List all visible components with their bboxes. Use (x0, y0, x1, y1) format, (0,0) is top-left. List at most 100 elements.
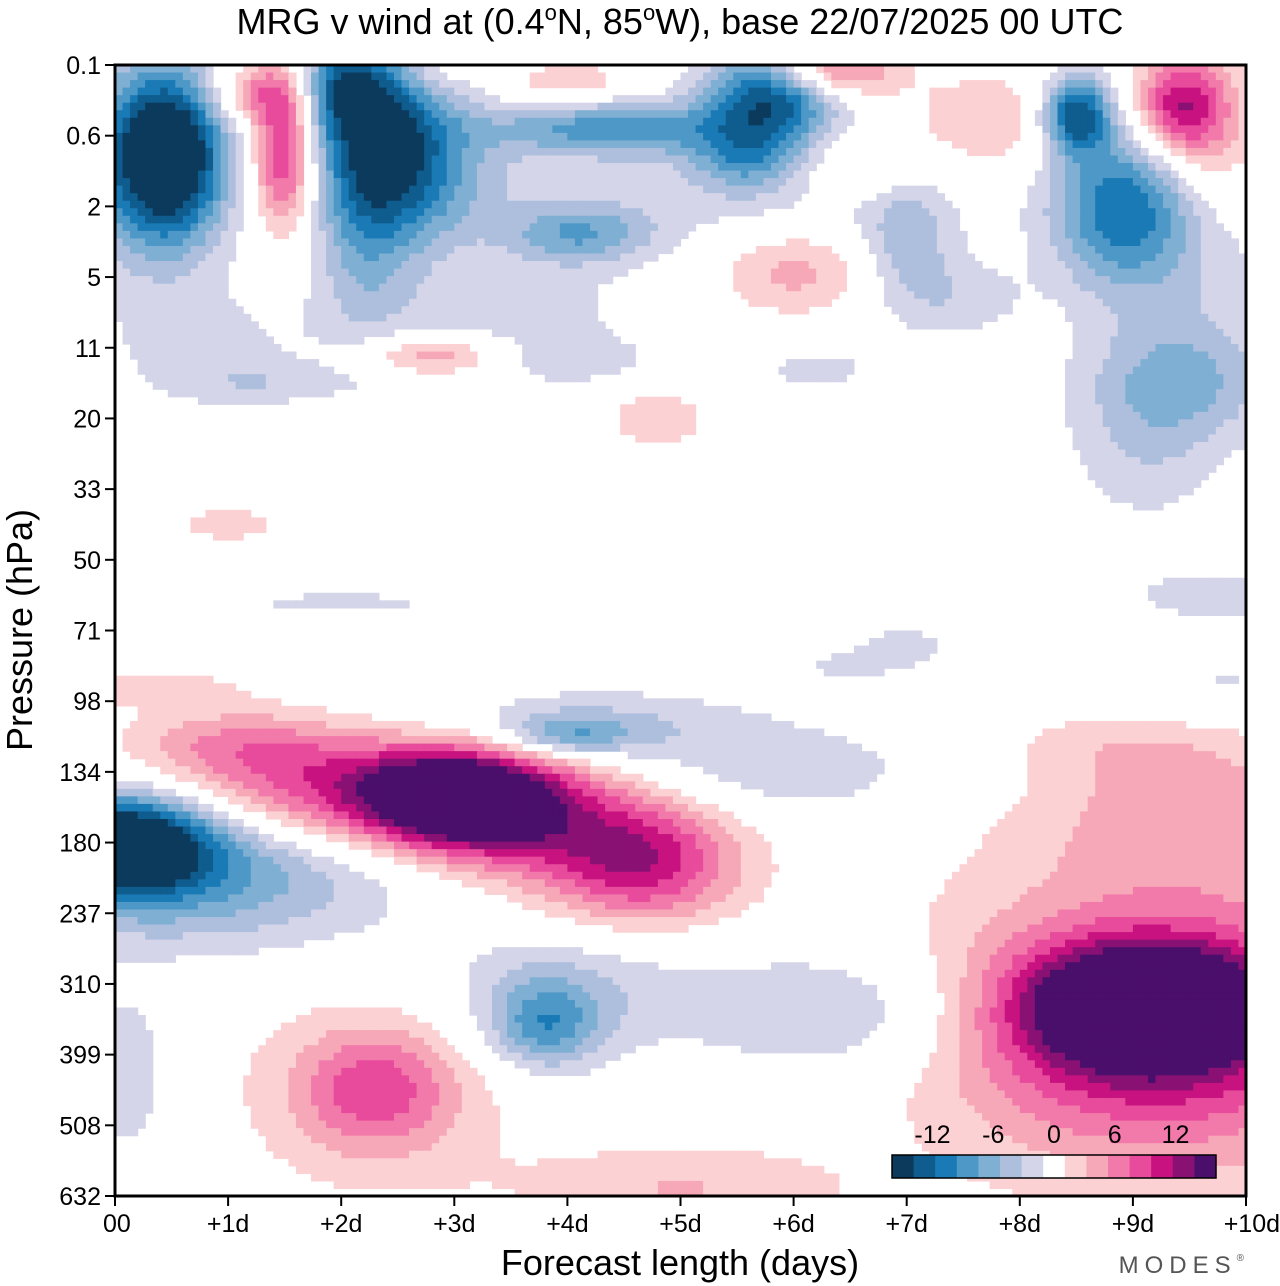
field-cell (1163, 389, 1172, 398)
field-cell (1102, 479, 1111, 488)
field-cell (1147, 95, 1157, 104)
field-cell (197, 298, 207, 307)
field-cell (167, 389, 176, 398)
field-cell (220, 321, 229, 330)
field-cell (657, 223, 667, 232)
field-cell (544, 223, 553, 232)
field-cell (348, 170, 357, 179)
field-cell (740, 95, 749, 104)
field-cell (574, 238, 584, 247)
field-cell (431, 223, 440, 232)
field-cell (273, 200, 282, 209)
field-cell (997, 276, 1006, 285)
field-cell (574, 140, 584, 149)
field-cell (280, 65, 290, 74)
field-cell (1170, 336, 1179, 345)
field-cell (959, 245, 968, 255)
field-cell (220, 253, 229, 262)
field-cell (326, 80, 335, 89)
field-cell (861, 230, 870, 240)
field-cell (552, 132, 561, 141)
field-cell (167, 193, 176, 202)
field-cell (341, 132, 350, 141)
field-cell (989, 291, 998, 300)
field-cell (959, 298, 968, 307)
field-cell (567, 170, 576, 179)
field-cell (130, 72, 139, 81)
field-cell (1193, 374, 1202, 383)
field-cell (605, 147, 614, 157)
field-cell (1178, 276, 1187, 285)
field-cell (228, 170, 237, 179)
field-cell (439, 359, 448, 368)
field-cell (620, 208, 629, 217)
field-cell (982, 95, 991, 104)
field-cell (597, 208, 606, 217)
field-cell (1163, 200, 1172, 209)
field-cell (348, 178, 357, 187)
field-cell (348, 208, 357, 217)
field-cell (1193, 223, 1202, 232)
field-cell (838, 125, 847, 134)
field-cell (590, 102, 599, 111)
field-cell (439, 321, 448, 330)
field-cell (1102, 268, 1111, 277)
field-cell (356, 208, 365, 217)
field-cell (461, 298, 470, 307)
field-cell (552, 170, 561, 179)
field-cell (612, 117, 621, 126)
field-cell (627, 261, 636, 270)
field-cell (205, 215, 214, 224)
field-cell (499, 313, 508, 322)
field-cell (1012, 283, 1021, 292)
field-cell (228, 389, 237, 398)
field-cell (582, 328, 591, 338)
field-cell (476, 208, 486, 217)
field-cell (1110, 494, 1119, 503)
field-cell (235, 102, 244, 111)
field-cell (431, 117, 440, 126)
field-cell (341, 215, 350, 224)
field-cell (605, 253, 614, 262)
field-cell (190, 524, 199, 534)
field-cell (446, 351, 455, 360)
field-cell (190, 313, 199, 322)
field-cell (476, 155, 486, 164)
field-cell (755, 125, 765, 134)
field-cell (205, 524, 214, 534)
field-cell (695, 185, 704, 194)
field-cell (1042, 230, 1051, 240)
field-cell (567, 200, 576, 209)
field-cell (1065, 261, 1074, 270)
field-cell (197, 163, 207, 172)
field-cell (152, 283, 161, 292)
field-cell (122, 80, 131, 89)
field-cell (439, 200, 448, 209)
field-cell (876, 200, 885, 209)
field-cell (574, 298, 584, 307)
field-cell (1170, 72, 1179, 81)
field-cell (386, 261, 395, 270)
field-cell (552, 80, 561, 89)
field-cell (522, 208, 531, 217)
field-cell (1132, 193, 1142, 202)
field-cell (363, 95, 372, 104)
field-cell (1215, 261, 1224, 270)
field-cell (959, 140, 968, 149)
field-cell (273, 230, 282, 240)
field-cell (205, 321, 214, 330)
field-cell (1065, 291, 1074, 300)
field-cell (590, 343, 599, 353)
field-cell (627, 147, 636, 157)
field-cell (733, 200, 742, 209)
field-cell (635, 245, 644, 255)
field-cell (657, 419, 667, 428)
field-cell (1215, 381, 1224, 390)
field-cell (1087, 434, 1096, 443)
field-cell (416, 291, 425, 300)
field-cell (469, 283, 478, 292)
field-cell (1163, 268, 1172, 277)
field-cell (1132, 276, 1142, 285)
field-cell (1095, 72, 1104, 81)
field-cell (341, 65, 350, 74)
